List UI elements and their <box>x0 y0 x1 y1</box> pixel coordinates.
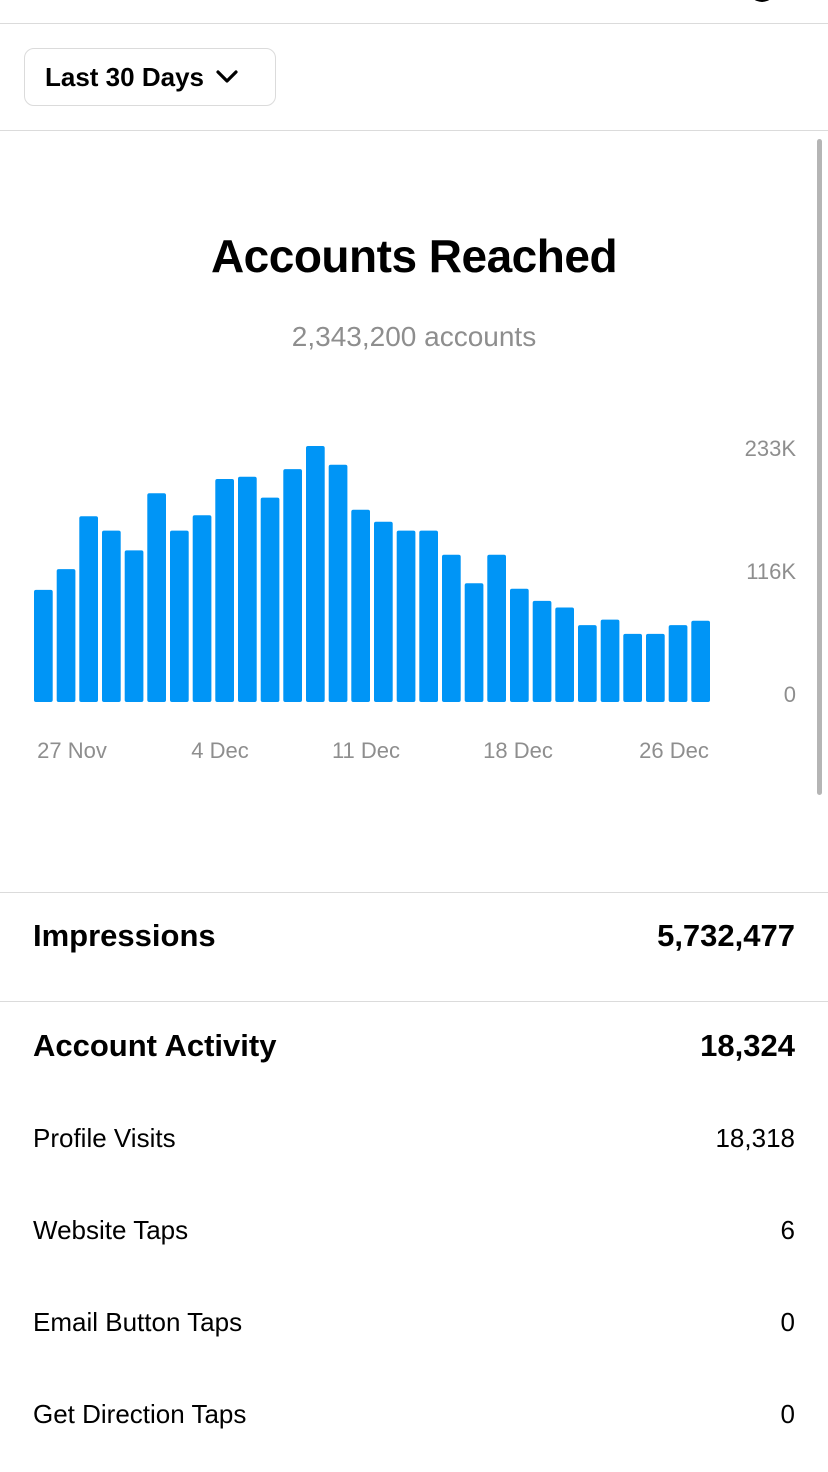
chart-bar[interactable] <box>260 497 280 702</box>
impressions-row: Impressions 5,732,477 <box>33 918 795 954</box>
profile-visits-label: Profile Visits <box>33 1123 176 1153</box>
email-taps-value: 0 <box>780 1307 795 1337</box>
chart-bar[interactable] <box>442 554 461 702</box>
top-bar <box>0 0 828 24</box>
chart-bar[interactable] <box>147 493 166 702</box>
chart-bar[interactable] <box>124 550 144 702</box>
y-tick-label: 0 <box>784 682 796 707</box>
chart-bar[interactable] <box>419 530 438 702</box>
y-tick-label: 116K <box>746 559 796 584</box>
chart-bar[interactable] <box>328 464 348 702</box>
divider <box>0 892 828 893</box>
x-tick-label: 27 Nov <box>37 738 107 763</box>
chart-bar[interactable] <box>351 509 370 702</box>
accounts-reached-chart: 233K 116K 0 27 Nov 4 Dec 11 Dec 18 Dec 26 Dec <box>34 436 797 763</box>
website-taps-row: Website Taps 6 <box>33 1215 795 1246</box>
direction-taps-label: Get Direction Taps <box>33 1399 247 1429</box>
x-tick-label: 4 Dec <box>191 738 248 763</box>
filter-bar: Last 30 Days <box>0 24 828 131</box>
x-tick-label: 11 Dec <box>332 738 400 763</box>
email-taps-row: Email Button Taps 0 <box>33 1307 795 1338</box>
chart-bar[interactable] <box>668 625 688 702</box>
chart-bar[interactable] <box>396 530 416 702</box>
chart-bar[interactable] <box>623 633 642 702</box>
chart-bar[interactable] <box>306 446 325 702</box>
divider <box>0 1001 828 1002</box>
chart-subtitle: 2,343,200 accounts <box>291 321 537 352</box>
direction-taps-row: Get Direction Taps 0 <box>33 1399 795 1430</box>
profile-visits-row: Profile Visits 18,318 <box>33 1123 795 1154</box>
x-tick-label: 18 Dec <box>483 738 553 763</box>
chart-bar[interactable] <box>532 600 552 702</box>
chart-bar[interactable] <box>102 530 121 702</box>
chart-bar[interactable] <box>374 521 393 702</box>
chart-bar[interactable] <box>578 625 597 702</box>
website-taps-value: 6 <box>780 1215 795 1245</box>
chart-bar[interactable] <box>487 554 506 702</box>
chevron-down-icon <box>216 70 238 83</box>
date-range-label: Last 30 Days <box>45 61 204 92</box>
accounts-reached-panel: Accounts Reached 2,343,200 accounts 233K… <box>0 131 828 892</box>
y-tick-label: 233K <box>745 436 797 461</box>
chart-bar[interactable] <box>192 515 212 702</box>
account-activity-row: Account Activity 18,324 <box>33 1028 795 1064</box>
chart-bar[interactable] <box>56 569 76 702</box>
chart-bar[interactable] <box>170 530 189 702</box>
email-taps-label: Email Button Taps <box>33 1307 243 1337</box>
chart-bar[interactable] <box>34 589 53 702</box>
account-activity-value: 18,324 <box>700 1028 795 1063</box>
profile-visits-value: 18,318 <box>715 1123 795 1153</box>
chart-bar[interactable] <box>600 619 620 702</box>
chart-bar[interactable] <box>79 516 98 702</box>
chart-bar[interactable] <box>464 583 484 702</box>
chart-bar[interactable] <box>283 469 302 702</box>
website-taps-label: Website Taps <box>33 1215 189 1245</box>
impressions-label: Impressions <box>33 918 216 953</box>
chart-bar[interactable] <box>691 620 710 702</box>
x-tick-label: 26 Dec <box>639 738 709 763</box>
scrollbar[interactable] <box>817 139 822 795</box>
chart-bar[interactable] <box>238 476 257 702</box>
direction-taps-value: 0 <box>780 1399 795 1429</box>
chart-bar[interactable] <box>215 479 234 702</box>
chart-bar[interactable] <box>646 633 665 702</box>
date-range-dropdown[interactable]: Last 30 Days <box>24 48 276 106</box>
account-activity-label: Account Activity <box>33 1028 277 1063</box>
chart-title: Accounts Reached <box>210 230 618 282</box>
chart-bar[interactable] <box>555 607 574 703</box>
impressions-value: 5,732,477 <box>657 918 795 953</box>
partial-icon[interactable] <box>748 0 776 2</box>
chart-bar[interactable] <box>510 588 529 702</box>
